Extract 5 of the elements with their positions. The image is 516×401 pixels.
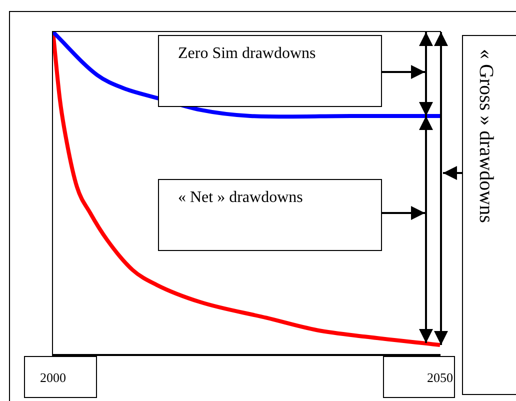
x-tick-label: 2000 [40, 370, 66, 386]
text: « Gross » drawdowns [474, 49, 497, 223]
annotation: Zero Sim drawdowns [178, 45, 316, 63]
annotation: « Net » drawdowns [178, 189, 303, 207]
x-tick-label: 2050 [427, 370, 453, 386]
